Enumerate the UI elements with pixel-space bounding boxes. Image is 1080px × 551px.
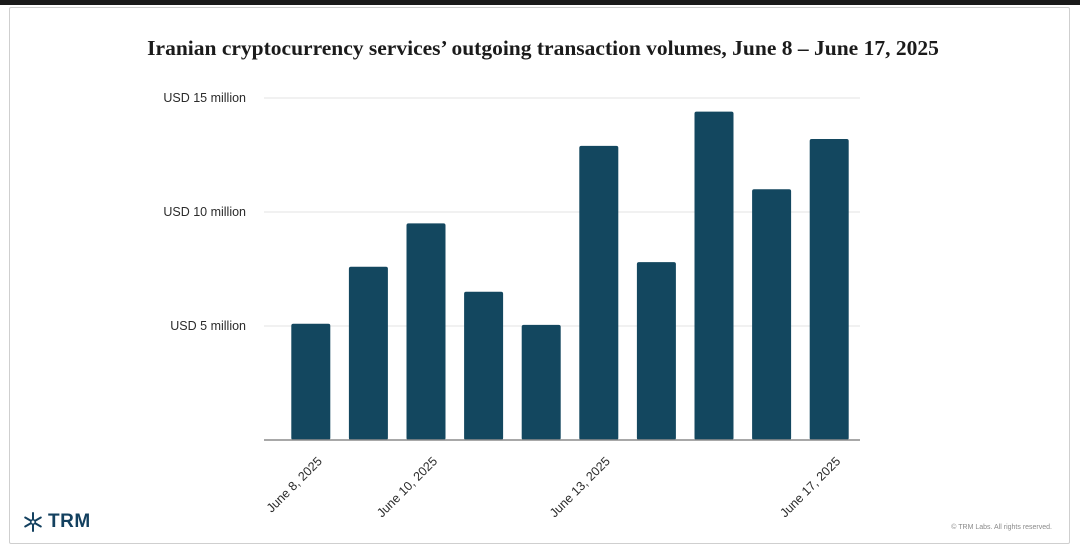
x-tick-labels: June 8, 2025 June 10, 2025 June 13, 2025 Ju… xyxy=(264,454,843,520)
y-tick-label: USD 5 million xyxy=(170,319,246,333)
y-tick-label: USD 15 million xyxy=(163,91,246,105)
x-tick-label: June 10, 2025 xyxy=(374,454,440,520)
logo-text: TRM xyxy=(48,511,91,532)
chart-title: Iranian cryptocurrency services’ outgoin… xyxy=(147,36,939,60)
bars xyxy=(291,111,849,441)
bar-3 xyxy=(406,223,446,440)
top-edge-bar xyxy=(0,0,1080,5)
bar-4 xyxy=(464,291,504,440)
y-tick-labels: USD 5 million USD 10 million USD 15 millio… xyxy=(163,91,246,333)
copyright-notice: © TRM Labs. All rights reserved. xyxy=(951,524,1052,531)
chart-card xyxy=(9,7,1070,544)
trm-logo: TRM xyxy=(22,511,91,533)
x-tick-label: June 17, 2025 xyxy=(777,454,843,520)
x-tick-label: June 13, 2025 xyxy=(547,454,613,520)
bar-6 xyxy=(579,145,619,440)
x-tick-label: June 8, 2025 xyxy=(264,454,325,515)
y-tick-label: USD 10 million xyxy=(163,205,246,219)
bar-7 xyxy=(636,262,676,440)
bar-9 xyxy=(752,189,792,440)
bar-1 xyxy=(291,323,331,440)
bar-8 xyxy=(694,111,734,441)
bar-5 xyxy=(521,324,561,440)
bar-2 xyxy=(348,266,388,440)
bar-10 xyxy=(809,139,849,441)
trm-asterisk-icon xyxy=(24,512,42,532)
